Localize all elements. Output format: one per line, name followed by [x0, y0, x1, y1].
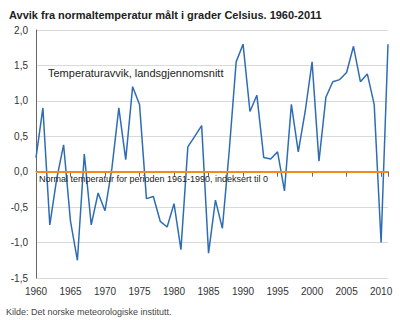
svg-text:1970: 1970 [94, 286, 117, 297]
svg-text:Avvik fra normaltemperatur mål: Avvik fra normaltemperatur målt i grader… [9, 9, 322, 21]
svg-text:1985: 1985 [197, 286, 220, 297]
svg-text:1990: 1990 [232, 286, 255, 297]
svg-text:0,5: 0,5 [14, 131, 28, 142]
svg-text:1960: 1960 [25, 286, 48, 297]
svg-text:1980: 1980 [163, 286, 186, 297]
svg-text:1,0: 1,0 [14, 95, 28, 106]
svg-text:-1,0: -1,0 [11, 237, 29, 248]
svg-text:-1,5: -1,5 [11, 273, 29, 284]
svg-text:2010: 2010 [370, 286, 393, 297]
svg-text:1995: 1995 [266, 286, 289, 297]
svg-text:2000: 2000 [301, 286, 324, 297]
svg-text:1975: 1975 [128, 286, 151, 297]
svg-text:-0,5: -0,5 [11, 202, 29, 213]
svg-text:2,0: 2,0 [14, 25, 28, 36]
svg-text:0,0: 0,0 [14, 166, 28, 177]
svg-text:Kilde: Det norske meteorologis: Kilde: Det norske meteorologiske institu… [6, 307, 172, 317]
svg-text:1965: 1965 [59, 286, 82, 297]
svg-text:1,5: 1,5 [14, 60, 28, 71]
svg-text:Normal temperatur for perioden: Normal temperatur for perioden 1961-1990… [39, 174, 268, 184]
svg-text:Temperaturavvik, landsgjennoms: Temperaturavvik, landsgjennomsnitt [48, 67, 223, 79]
svg-text:2005: 2005 [335, 286, 358, 297]
